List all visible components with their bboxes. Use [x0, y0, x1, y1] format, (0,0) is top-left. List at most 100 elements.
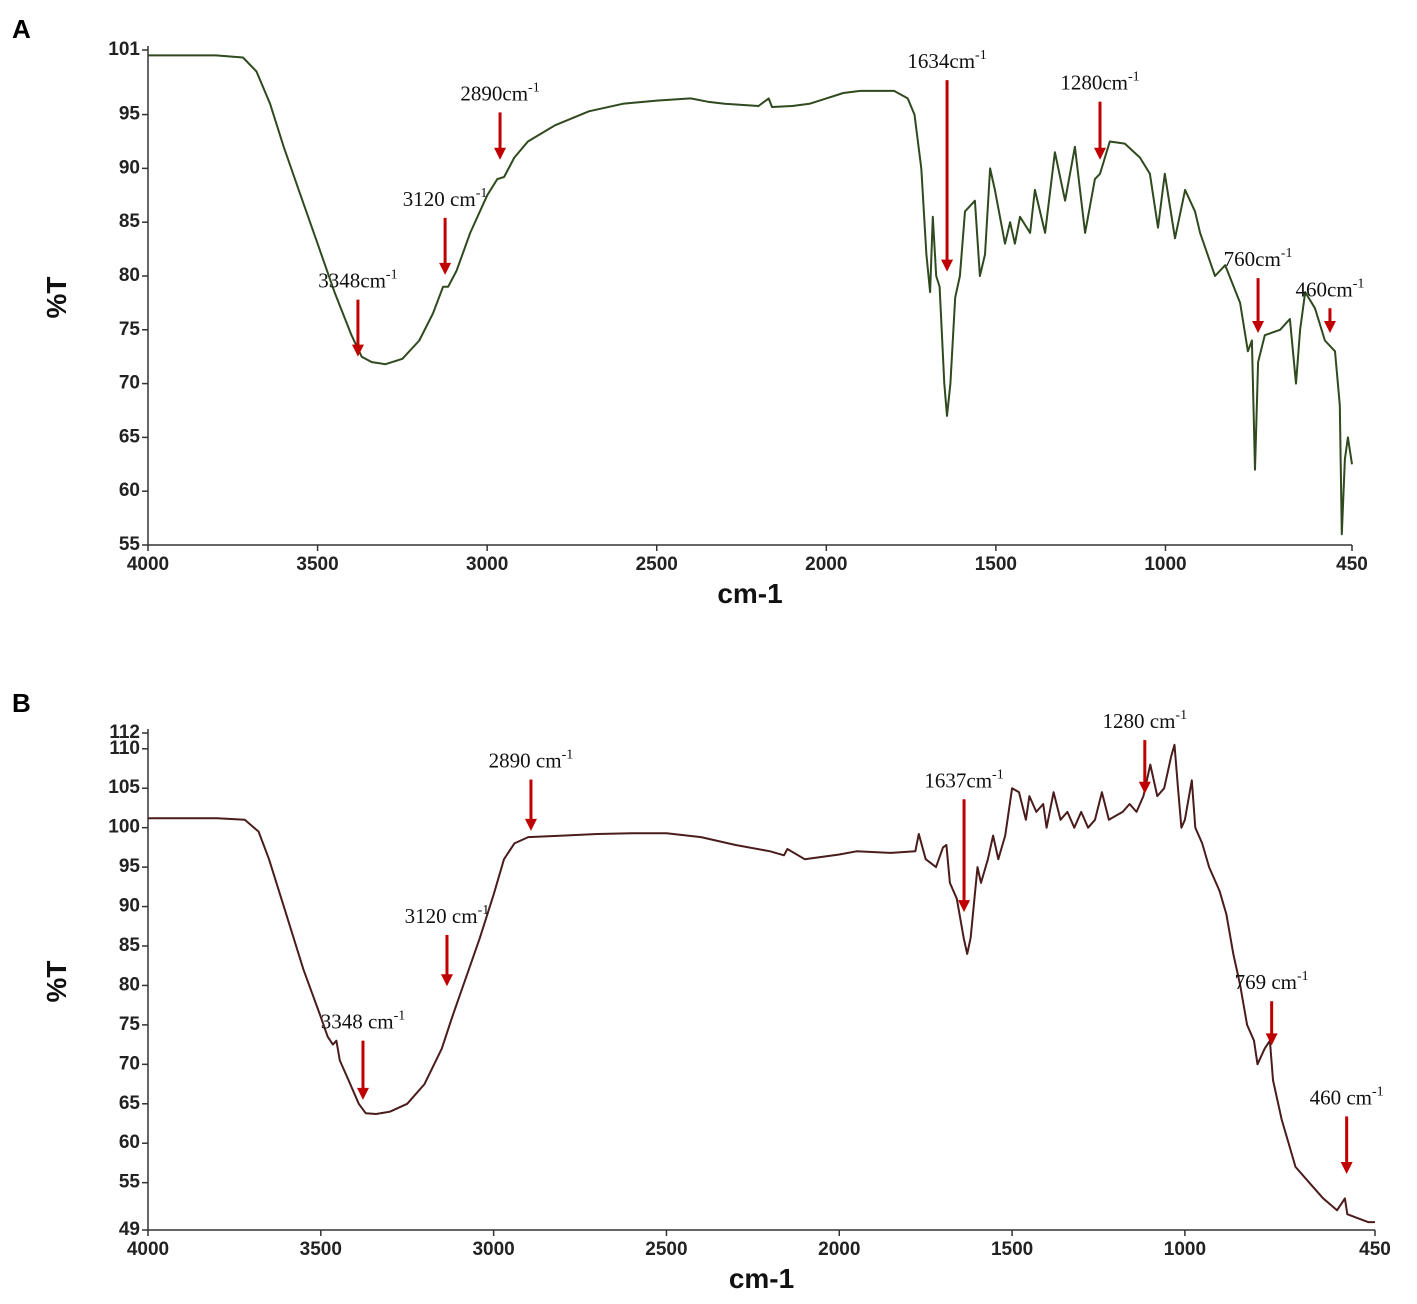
arrow-head — [1323, 321, 1336, 334]
arrow-head — [440, 974, 453, 987]
x-tick-label: 3500 — [300, 1239, 342, 1260]
x-tick-label: 450 — [1359, 1239, 1391, 1260]
x-tick-label: 3500 — [296, 554, 338, 575]
y-tick-label: 65 — [119, 426, 141, 447]
annotation-superscript: -1 — [1281, 246, 1293, 261]
annotation-text: 2890cm — [460, 81, 528, 105]
y-tick-label: 75 — [119, 1014, 141, 1035]
y-tick-label: 105 — [108, 777, 140, 798]
y-tick-label: 65 — [119, 1093, 141, 1114]
y-axis-label: %T — [41, 277, 72, 319]
x-tick-label: 1500 — [975, 554, 1017, 575]
arrow-head — [356, 1087, 369, 1100]
y-tick-label: 100 — [108, 817, 140, 838]
x-tick-label: 2500 — [636, 554, 678, 575]
y-axis-label: %T — [41, 961, 72, 1003]
x-tick-label: 1000 — [1164, 1239, 1206, 1260]
x-tick-label: 1000 — [1144, 554, 1186, 575]
arrow-head — [1265, 1033, 1278, 1046]
annotation-superscript: -1 — [1372, 1084, 1384, 1099]
annotation: 1280 cm-1 — [1103, 708, 1188, 733]
y-tick-label: 90 — [119, 157, 140, 178]
arrow-head — [1252, 321, 1265, 334]
y-tick-label: 110 — [109, 738, 140, 759]
x-tick-label: 4000 — [127, 554, 169, 575]
x-tick-label: 2500 — [645, 1239, 687, 1260]
annotation: 3120 cm-1 — [403, 186, 488, 211]
y-tick-label: 55 — [119, 1172, 141, 1193]
x-tick-label: 3000 — [472, 1239, 514, 1260]
annotation-superscript: -1 — [1297, 969, 1309, 984]
annotation-superscript: -1 — [992, 767, 1004, 782]
annotation: 3348cm-1 — [318, 268, 397, 293]
annotation-superscript: -1 — [394, 1009, 406, 1024]
annotation: 2890 cm-1 — [489, 748, 574, 773]
annotation-superscript: -1 — [1128, 70, 1140, 85]
annotation-text: 1280cm — [1060, 71, 1128, 95]
annotation-text: 760cm — [1224, 247, 1281, 271]
annotation: 3120 cm-1 — [405, 903, 490, 928]
annotation: 3348 cm-1 — [321, 1009, 406, 1034]
y-tick-label: 80 — [119, 265, 140, 286]
y-tick-label: 75 — [119, 319, 141, 340]
annotation: 769 cm-1 — [1235, 969, 1309, 994]
panel-label: B — [12, 688, 31, 718]
y-tick-label: 85 — [119, 211, 141, 232]
annotation-text: 460cm — [1296, 277, 1353, 301]
annotation-text: 3120 cm — [405, 904, 478, 928]
y-tick-label: 60 — [119, 1132, 140, 1153]
y-tick-label: 90 — [119, 896, 140, 917]
annotation-superscript: -1 — [528, 80, 540, 95]
arrow-head — [439, 262, 452, 275]
annotation-superscript: -1 — [476, 186, 488, 201]
y-tick-label: 70 — [119, 1053, 140, 1074]
y-tick-label: 95 — [119, 104, 141, 125]
x-tick-label: 1500 — [991, 1239, 1033, 1260]
arrow-head — [941, 259, 954, 272]
arrow-head — [1138, 781, 1151, 794]
arrow-head — [1094, 147, 1107, 160]
annotation-text: 1634cm — [907, 49, 975, 73]
arrow-head — [351, 344, 364, 357]
annotation-superscript: -1 — [386, 268, 398, 283]
annotation: 460cm-1 — [1296, 276, 1365, 301]
x-axis-label: cm-1 — [717, 578, 782, 609]
spectrum-line — [148, 743, 1375, 1224]
annotation-superscript: -1 — [562, 748, 574, 763]
x-tick-label: 450 — [1336, 554, 1368, 575]
arrow-head — [494, 147, 507, 160]
annotation: 460 cm-1 — [1310, 1084, 1384, 1109]
annotation-text: 3348 cm — [321, 1010, 394, 1034]
y-tick-label: 70 — [119, 373, 140, 394]
arrow-head — [958, 900, 971, 913]
y-tick-label: 80 — [119, 974, 140, 995]
annotation: 1280cm-1 — [1060, 70, 1139, 95]
annotation-superscript: -1 — [975, 48, 987, 63]
y-tick-label: 55 — [119, 534, 141, 555]
annotation: 1637cm-1 — [924, 767, 1003, 792]
x-tick-label: 2000 — [805, 554, 847, 575]
y-tick-label: 95 — [119, 856, 141, 877]
annotation-text: 3120 cm — [403, 187, 476, 211]
x-axis-label: cm-1 — [729, 1263, 794, 1294]
annotation: 1634cm-1 — [907, 48, 986, 73]
chart: A 55 60 65 70 75 80 85 90 95 101 4000 3500 3000 2500 20… — [12, 14, 1368, 609]
annotation-text: 1280 cm — [1103, 709, 1176, 733]
panel-label: A — [12, 14, 31, 44]
annotation-text: 769 cm — [1235, 970, 1297, 994]
y-tick-label: 60 — [119, 480, 140, 501]
x-tick-label: 3000 — [466, 554, 508, 575]
annotation-superscript: -1 — [1175, 708, 1187, 723]
arrow-head — [524, 818, 537, 831]
annotation-text: 1637cm — [924, 768, 992, 792]
y-tick-label: 112 — [109, 722, 140, 743]
y-tick-label: 85 — [119, 935, 141, 956]
annotation-text: 3348cm — [318, 269, 386, 293]
y-tick-label: 101 — [108, 39, 140, 60]
x-tick-label: 4000 — [127, 1239, 169, 1260]
annotation-text: 460 cm — [1310, 1085, 1372, 1109]
y-tick-label: 49 — [119, 1219, 140, 1240]
arrow-head — [1340, 1161, 1353, 1174]
